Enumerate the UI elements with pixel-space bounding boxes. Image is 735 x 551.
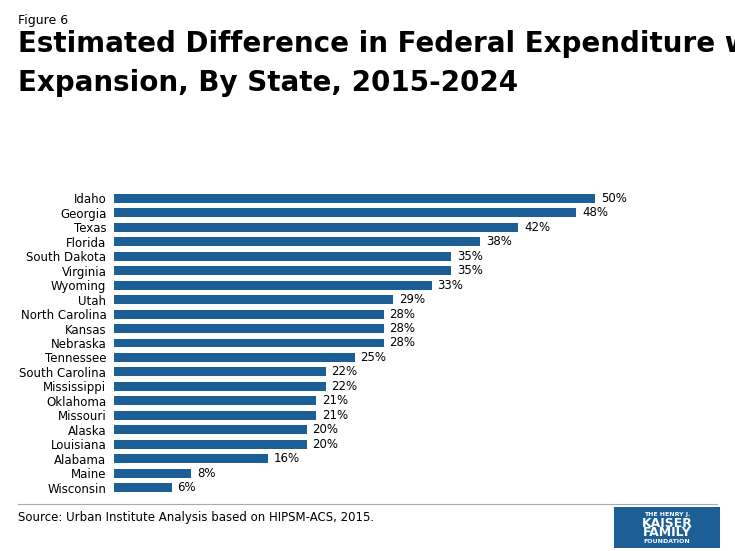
Text: 33%: 33% [437,278,463,291]
Bar [114,193,595,203]
Bar [114,469,191,478]
Bar [114,324,384,333]
Text: Estimated Difference in Federal Expenditure with: Estimated Difference in Federal Expendit… [18,30,735,58]
Bar [114,440,306,449]
Text: 50%: 50% [601,192,627,204]
Bar [114,280,431,289]
Text: 22%: 22% [331,365,358,379]
Bar [114,425,306,434]
Text: 38%: 38% [486,235,512,248]
Text: KAISER: KAISER [642,517,692,530]
Bar [114,295,393,304]
Text: 25%: 25% [360,351,387,364]
Text: Expansion, By State, 2015-2024: Expansion, By State, 2015-2024 [18,69,518,97]
Text: 20%: 20% [312,438,338,451]
Text: 28%: 28% [390,337,415,349]
Bar [114,310,384,318]
Bar [114,455,268,463]
Bar [114,353,355,362]
Bar [114,368,326,376]
Bar [114,237,480,246]
Bar [114,266,451,275]
Text: 21%: 21% [322,409,348,422]
Text: 22%: 22% [331,380,358,393]
Text: 6%: 6% [177,482,196,494]
Text: 42%: 42% [524,220,551,234]
Bar [114,208,576,217]
Bar [114,252,451,261]
Bar [114,411,316,420]
Text: 29%: 29% [399,293,425,306]
Text: 48%: 48% [582,206,608,219]
Text: 8%: 8% [197,467,215,480]
Bar [114,483,172,493]
Text: THE HENRY J.: THE HENRY J. [644,512,690,517]
Text: 20%: 20% [312,424,338,436]
Text: FOUNDATION: FOUNDATION [644,539,690,544]
Text: 16%: 16% [274,452,300,466]
Bar [114,382,326,391]
Bar [114,397,316,406]
Text: 28%: 28% [390,307,415,321]
Text: Source: Urban Institute Analysis based on HIPSM-ACS, 2015.: Source: Urban Institute Analysis based o… [18,511,375,525]
Text: 28%: 28% [390,322,415,335]
Text: FAMILY: FAMILY [642,526,692,539]
Text: 21%: 21% [322,395,348,408]
Text: Figure 6: Figure 6 [18,14,68,27]
Text: 35%: 35% [456,250,483,262]
Bar [114,338,384,348]
Text: 35%: 35% [456,264,483,277]
Bar [114,223,518,231]
